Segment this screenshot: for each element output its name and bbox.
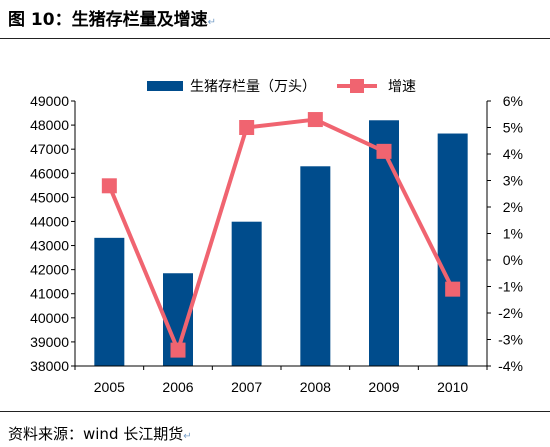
top-rule: [0, 38, 550, 39]
legend-line-label: 增速: [388, 78, 416, 94]
legend-bar-label: 生猪存栏量（万头）: [190, 78, 316, 94]
left-tick-label: 45000: [30, 189, 69, 205]
growth-line: [107, 117, 455, 353]
x-tick-label: 2010: [437, 379, 468, 395]
right-tick-label: -2%: [498, 305, 523, 321]
left-tick-label: 42000: [30, 262, 69, 278]
left-tick-label: 38000: [30, 358, 69, 374]
left-tick-label: 47000: [30, 141, 69, 157]
figure-title-text: 图 10：生猪存栏量及增速: [8, 10, 208, 30]
right-tick-label: 1%: [503, 226, 523, 242]
bar-2008: [300, 166, 331, 366]
figure-title: 图 10：生猪存栏量及增速↵: [8, 5, 216, 30]
right-tick-label: -3%: [498, 332, 523, 348]
bar-2005: [94, 237, 125, 366]
left-tick-label: 44000: [30, 213, 69, 229]
left-tick-label: 49000: [30, 93, 69, 109]
left-tick-label: 39000: [30, 334, 69, 350]
x-tick-label: 2008: [300, 379, 331, 395]
x-tick-label: 2006: [162, 379, 193, 395]
left-tick-label: 43000: [30, 238, 69, 254]
growth-marker-2005: [101, 178, 117, 194]
growth-marker-2008: [307, 112, 323, 128]
x-tick-label: 2005: [94, 379, 125, 395]
growth-marker-2010: [445, 281, 461, 297]
growth-marker-2006: [170, 342, 186, 358]
right-tick-label: -1%: [498, 279, 523, 295]
bar-2010: [437, 133, 468, 366]
source-text: 资料来源：wind 长江期货: [8, 425, 184, 443]
bar-2009: [369, 120, 399, 366]
right-tick-label: 4%: [503, 146, 523, 162]
growth-marker-2007: [239, 120, 255, 135]
left-tick-label: 46000: [30, 165, 69, 181]
source-return-mark-icon: ↵: [183, 431, 192, 442]
right-tick-label: 6%: [503, 93, 523, 109]
left-tick-label: 40000: [30, 310, 69, 326]
growth-marker-2009: [376, 143, 392, 159]
legend-bar-swatch: [147, 81, 183, 91]
x-tick-label: 2007: [231, 379, 262, 395]
bar-series: [94, 120, 468, 366]
source-note: 资料来源：wind 长江期货↵: [8, 423, 192, 444]
legend-line-marker: [350, 79, 364, 93]
right-tick-label: 5%: [503, 120, 523, 136]
bar-2007: [231, 221, 262, 366]
combo-chart: 38000 39000 40000 41000 42000 43000 44000 45000…: [30, 78, 523, 395]
bottom-rule: [0, 411, 550, 412]
left-tick-label: 48000: [30, 117, 69, 133]
axes: 38000 39000 40000 41000 42000 43000 44000 45000…: [30, 93, 523, 395]
legend: 生猪存栏量（万头） 增速: [147, 78, 416, 94]
right-tick-label: -4%: [498, 358, 523, 374]
right-tick-label: 2%: [503, 199, 523, 215]
line-series: [101, 112, 461, 358]
left-tick-label: 41000: [30, 286, 69, 302]
return-mark-icon: ↵: [207, 17, 216, 28]
right-tick-label: 3%: [503, 173, 523, 189]
right-tick-label: 0%: [503, 252, 523, 268]
x-tick-label: 2009: [368, 379, 399, 395]
